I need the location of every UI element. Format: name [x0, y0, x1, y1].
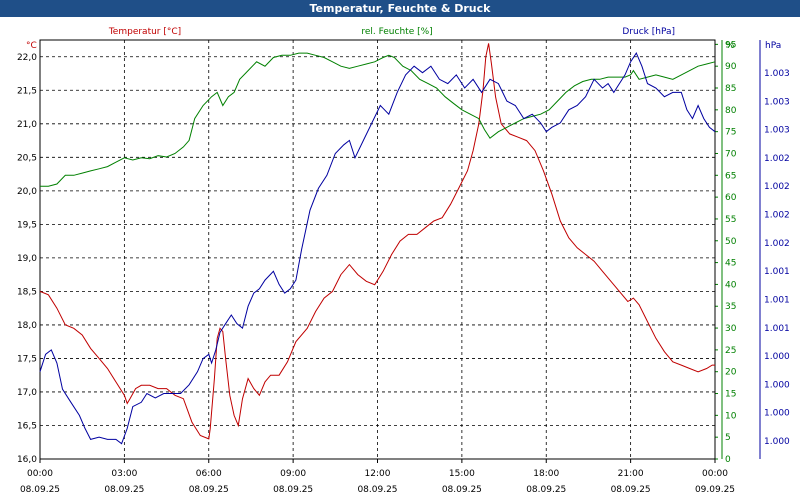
- pressure-tick-label: 1.001: [764, 295, 790, 305]
- pressure-tick-label: 1.002: [764, 211, 790, 221]
- x-tick-label-date: 08.09.25: [442, 485, 482, 495]
- pressure-unit-label: hPa: [765, 41, 781, 51]
- pressure-tick-label: 1.003: [764, 126, 790, 136]
- x-tick-label-time: 06:00: [196, 469, 222, 479]
- humidity-tick-label: 25: [725, 346, 736, 356]
- x-tick-label-date: 08.09.25: [20, 485, 60, 495]
- humidity-tick-label: 10: [725, 411, 737, 421]
- pressure-tick-label: 1.000: [764, 352, 790, 362]
- pressure-tick-label: 1.002: [764, 154, 790, 164]
- temperature-tick-label: 21,5: [17, 86, 37, 96]
- temperature-tick-label: 18,0: [17, 321, 37, 331]
- temperature-tick-label: 19,5: [17, 220, 37, 230]
- temperature-tick-label: 17,5: [17, 354, 37, 364]
- pressure-tick-label: 1.000: [764, 437, 790, 447]
- temperature-tick-label: 20,5: [17, 153, 37, 163]
- humidity-tick-label: 40: [725, 280, 737, 290]
- temperature-unit-label: °C: [26, 41, 37, 51]
- x-tick-label-date: 08.09.25: [273, 485, 313, 495]
- temperature-tick-label: 17,0: [17, 388, 37, 398]
- pressure-tick-label: 1.002: [764, 239, 790, 249]
- chart-title: Temperatur, Feuchte & Druck: [0, 0, 800, 17]
- temperature-tick-label: 16,0: [17, 455, 37, 465]
- temperature-tick-label: 20,0: [17, 187, 37, 197]
- humidity-tick-label: 30: [725, 324, 737, 334]
- pressure-tick-label: 1.003: [764, 69, 790, 79]
- temperature-tick-label: 21,0: [17, 120, 37, 130]
- humidity-tick-label: 20: [725, 368, 737, 378]
- humidity-tick-label: 75: [725, 128, 736, 138]
- humidity-tick-label: 5: [725, 433, 731, 443]
- pressure-tick-label: 1.000: [764, 409, 790, 419]
- x-tick-label-time: 03:00: [111, 469, 137, 479]
- humidity-tick-label: 80: [725, 106, 737, 116]
- x-tick-label-date: 08.09.25: [611, 485, 651, 495]
- series-line: [40, 52, 716, 187]
- chart-background: [0, 17, 800, 500]
- x-tick-label-time: 09:00: [280, 469, 306, 479]
- humidity-tick-label: 50: [725, 237, 737, 247]
- temperature-tick-label: 16,5: [17, 421, 37, 431]
- temperature-tick-label: 22,0: [17, 53, 37, 63]
- pressure-tick-label: 1.003: [764, 97, 790, 107]
- x-tick-label-time: 15:00: [449, 469, 475, 479]
- series-line: [39, 52, 716, 445]
- humidity-tick-label: 65: [725, 171, 736, 181]
- humidity-tick-label: 95: [725, 40, 736, 50]
- pressure-tick-label: 1.002: [764, 182, 790, 192]
- pressure-tick-label: 1.001: [764, 324, 790, 334]
- pressure-tick-label: 1.000: [764, 380, 790, 390]
- x-tick-label-date: 08.09.25: [189, 485, 229, 495]
- humidity-tick-label: 90: [725, 62, 737, 72]
- temperature-tick-label: 18,5: [17, 287, 37, 297]
- x-tick-label-time: 00:00: [27, 469, 53, 479]
- x-tick-label-time: 12:00: [365, 469, 391, 479]
- legend-entry: rel. Feuchte [%]: [361, 27, 432, 37]
- x-tick-label-date: 08.09.25: [104, 485, 144, 495]
- x-tick-label-time: 18:00: [533, 469, 559, 479]
- temperature-tick-label: 19,0: [17, 254, 37, 264]
- legend-entry: Temperatur [°C]: [108, 27, 181, 37]
- humidity-tick-label: 15: [725, 390, 736, 400]
- plot-frame: [39, 39, 716, 460]
- x-tick-label-time: 21:00: [618, 469, 644, 479]
- humidity-tick-label: 35: [725, 302, 736, 312]
- humidity-tick-label: 70: [725, 149, 737, 159]
- humidity-unit-label: %: [726, 41, 735, 51]
- x-tick-label-date: 09.09.25: [695, 485, 735, 495]
- x-tick-label-date: 08.09.25: [357, 485, 397, 495]
- humidity-tick-label: 0: [725, 455, 731, 465]
- humidity-tick-label: 45: [725, 259, 736, 269]
- x-tick-label-date: 08.09.25: [526, 485, 566, 495]
- humidity-tick-label: 85: [725, 84, 736, 94]
- x-tick-label-time: 00:00: [702, 469, 728, 479]
- legend-entry: Druck [hPa]: [622, 27, 675, 37]
- humidity-tick-label: 60: [725, 193, 737, 203]
- pressure-tick-label: 1.001: [764, 267, 790, 277]
- series-line: [39, 43, 715, 440]
- humidity-tick-label: 55: [725, 215, 736, 225]
